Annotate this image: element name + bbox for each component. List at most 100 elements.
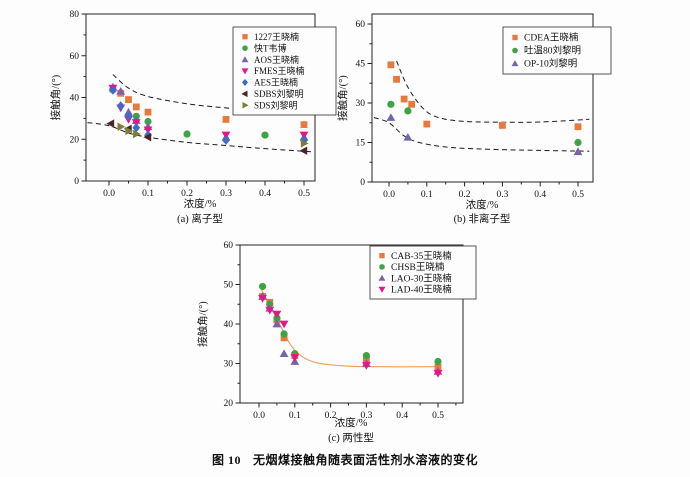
svg-text:0.1: 0.1 xyxy=(421,190,433,200)
legend-item: 吐温80刘黎明 xyxy=(512,45,581,57)
legend-item: AES王晓楠 xyxy=(241,77,298,88)
svg-text:0.2: 0.2 xyxy=(459,190,471,200)
legend-item: LAO-30王晓楠 xyxy=(378,272,452,284)
chart-c-series-3 xyxy=(258,294,443,378)
chart-c: 20 30 40 50 60 0.0 0.1 0.2 0.3 0.4 0.5 接触角/(°) 浓度/% (… xyxy=(196,241,477,444)
figure-caption-text: 无烟煤接触角随表面活性剂水溶液的变化 xyxy=(253,453,479,467)
chart-a-series-4 xyxy=(109,85,308,145)
subplot-caption: (c) 两性型 xyxy=(328,431,374,444)
chart-b-series-1 xyxy=(387,100,582,147)
fit-curve xyxy=(260,288,439,368)
x-axis-label: 浓度/% xyxy=(335,416,368,429)
svg-text:40: 40 xyxy=(224,320,234,330)
svg-text:0: 0 xyxy=(360,178,365,188)
svg-text:30: 30 xyxy=(224,360,234,370)
subplot-caption: (a) 离子型 xyxy=(177,212,223,225)
svg-text:80: 80 xyxy=(70,10,80,20)
svg-text:60: 60 xyxy=(70,52,80,62)
axis-ticks xyxy=(235,244,457,408)
svg-text:30: 30 xyxy=(356,99,366,109)
legend-item: FMES王晓楠 xyxy=(241,65,305,76)
y-axis-label: 接触角/(°) xyxy=(336,75,349,121)
envelope-curve-2 xyxy=(373,117,590,152)
figure-caption: 图 10 无烟煤接触角随表面活性剂水溶液的变化 xyxy=(0,451,690,468)
legend-item: SDBS刘黎明 xyxy=(241,88,304,99)
legend-label: CHSB王晓楠 xyxy=(391,261,445,273)
legend-item: LAD-40王晓楠 xyxy=(378,284,452,296)
svg-text:45: 45 xyxy=(356,60,366,70)
envelope-curve-2 xyxy=(87,122,312,153)
svg-text:0.4: 0.4 xyxy=(534,190,546,200)
envelope-curve-1 xyxy=(396,60,590,123)
legend-label: CDEA王晓楠 xyxy=(524,32,579,44)
legend-label: CAB-35王晓楠 xyxy=(391,250,452,262)
legend-label: LAO-30王晓楠 xyxy=(391,272,452,284)
y-axis-label: 接触角/(°) xyxy=(196,301,209,347)
svg-text:60: 60 xyxy=(224,241,234,251)
svg-text:0.3: 0.3 xyxy=(220,189,232,199)
chart-b: 0 15 30 45 60 0.0 0.1 0.2 0.3 0.4 0.5 接触角/(°) 浓度/%(b… xyxy=(336,13,612,225)
x-axis-label: 浓度/% xyxy=(184,197,217,210)
svg-text:0.2: 0.2 xyxy=(325,411,337,421)
chart-a-series-6 xyxy=(117,122,309,148)
plot-frame xyxy=(371,13,594,183)
charts-canvas: 0 20 40 60 80 0.0 0.1 0.2 0.3 0.4 0.5 接触角/(°) 浓度/% (a… xyxy=(49,10,612,444)
chart-a-series-1 xyxy=(132,112,269,139)
legend-item: 快T韦博 xyxy=(242,42,287,53)
legend-label: FMES王晓楠 xyxy=(254,65,305,76)
svg-text:0.0: 0.0 xyxy=(103,189,115,199)
legend-label: SDBS刘黎明 xyxy=(254,88,304,99)
svg-text:0.0: 0.0 xyxy=(383,190,395,200)
svg-text:50: 50 xyxy=(224,281,234,291)
svg-text:40: 40 xyxy=(70,94,80,104)
legend-label: OP-10刘黎明 xyxy=(524,58,577,70)
axis-tick-labels: 20 30 40 50 60 0.0 0.1 0.2 0.3 0.4 0.5 xyxy=(224,241,445,421)
svg-text:15: 15 xyxy=(356,139,366,149)
axis-ticks xyxy=(81,13,305,186)
legend-label: 吐温80刘黎明 xyxy=(524,45,581,57)
axis-tick-labels: 0 15 30 45 60 0.0 0.1 0.2 0.3 0.4 0.5 xyxy=(356,20,585,200)
y-axis-label: 接触角/(°) xyxy=(49,74,62,120)
svg-text:20: 20 xyxy=(70,135,80,145)
legend-item: SDS刘黎明 xyxy=(242,99,298,110)
axis-tick-labels: 0 20 40 60 80 0.0 0.1 0.2 0.3 0.4 0.5 xyxy=(70,10,311,199)
chart-a-legend: 1227王晓楠快T韦博AOS王晓楠FMES王晓楠AES王晓楠SDBS刘黎明SDS… xyxy=(232,26,337,116)
chart-a: 0 20 40 60 80 0.0 0.1 0.2 0.3 0.4 0.5 接触角/(°) 浓度/% (a… xyxy=(49,10,337,225)
svg-text:60: 60 xyxy=(356,20,366,30)
envelope-curve-1 xyxy=(112,74,312,115)
svg-text:0.4: 0.4 xyxy=(259,189,271,199)
axis-ticks xyxy=(367,23,579,187)
svg-text:0: 0 xyxy=(74,177,79,187)
subplot-caption: (b) 非离子型 xyxy=(454,212,511,225)
chart-b-series-0 xyxy=(387,61,582,131)
svg-text:0.5: 0.5 xyxy=(298,189,310,199)
svg-text:0.5: 0.5 xyxy=(432,411,444,421)
svg-text:20: 20 xyxy=(224,399,234,409)
svg-text:0.1: 0.1 xyxy=(142,189,154,199)
legend-label: AOS王晓楠 xyxy=(254,54,299,65)
x-axis-label: 浓度/% xyxy=(466,198,499,211)
legend-label: SDS刘黎明 xyxy=(254,99,298,110)
figure-caption-label: 图 10 xyxy=(211,453,241,467)
svg-text:0.0: 0.0 xyxy=(253,411,265,421)
legend-label: 1227王晓楠 xyxy=(254,31,299,42)
svg-text:0.5: 0.5 xyxy=(572,190,584,200)
legend-item: 1227王晓楠 xyxy=(242,31,299,42)
chart-b-series-2 xyxy=(386,113,583,156)
svg-text:0.3: 0.3 xyxy=(496,190,508,200)
svg-text:0.1: 0.1 xyxy=(289,411,301,421)
legend-item: OP-10刘黎明 xyxy=(511,58,577,70)
legend-item: AOS王晓楠 xyxy=(241,54,299,65)
legend-label: AES王晓楠 xyxy=(254,77,298,88)
legend-label: 快T韦博 xyxy=(254,42,287,53)
legend-item: CAB-35王晓楠 xyxy=(379,250,452,262)
legend-item: CDEA王晓楠 xyxy=(512,32,579,44)
svg-text:0.3: 0.3 xyxy=(360,411,372,421)
svg-text:0.2: 0.2 xyxy=(181,189,193,199)
legend-label: LAD-40王晓楠 xyxy=(391,284,452,296)
svg-text:0.4: 0.4 xyxy=(396,411,408,421)
legend-item: CHSB王晓楠 xyxy=(379,261,445,273)
